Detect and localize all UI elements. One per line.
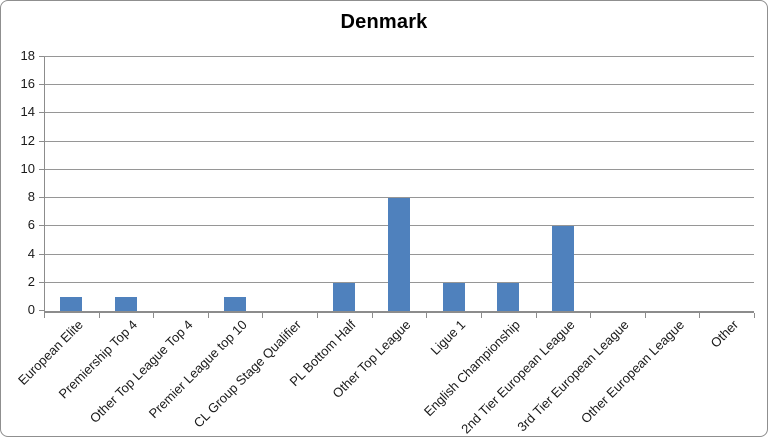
x-axis-tick	[44, 313, 45, 318]
bar	[388, 198, 410, 311]
x-axis-label: Other European League	[577, 317, 687, 427]
x-axis-tick	[644, 313, 646, 318]
x-axis-tick	[317, 313, 319, 318]
bar	[497, 282, 520, 311]
bar	[333, 282, 356, 311]
gridline	[44, 197, 754, 199]
x-axis-tick	[153, 313, 155, 318]
bar	[551, 226, 574, 311]
x-axis-tick	[371, 313, 373, 318]
y-axis-tick	[39, 253, 44, 255]
x-axis-label: 3rd Tier European League	[514, 317, 633, 435]
y-axis-line	[44, 57, 45, 311]
x-axis-tick	[754, 313, 755, 318]
y-axis-label: 6	[27, 217, 35, 233]
x-axis-tick	[426, 313, 428, 318]
x-axis-label: Premier League top 10	[145, 317, 250, 422]
y-axis-tick	[39, 140, 44, 142]
y-axis-label: 18	[20, 48, 35, 63]
gridline	[44, 112, 754, 114]
bar	[224, 296, 247, 311]
y-axis-label: 0	[27, 302, 35, 317]
y-axis-tick	[39, 281, 44, 283]
x-axis-tick	[699, 313, 701, 318]
x-axis-tick	[207, 313, 209, 318]
x-axis-label: Other	[707, 317, 742, 351]
bar	[114, 296, 137, 311]
y-axis-label: 12	[20, 132, 35, 148]
bar	[60, 296, 83, 311]
x-axis-tick	[480, 313, 482, 318]
y-axis-label: 10	[20, 160, 35, 176]
x-axis-tick	[590, 313, 592, 318]
y-axis-tick	[39, 310, 44, 311]
y-axis-tick	[39, 56, 44, 57]
y-axis-label: 14	[20, 104, 35, 120]
y-axis-label: 16	[20, 76, 35, 92]
chart-title: Denmark	[340, 11, 428, 33]
y-axis-tick	[39, 112, 44, 114]
x-axis-tick	[98, 313, 100, 318]
y-axis-tick	[39, 168, 44, 170]
x-axis-tick	[262, 313, 264, 318]
x-axis-line	[44, 311, 754, 313]
gridline	[44, 140, 754, 142]
y-axis-tick	[39, 84, 44, 86]
x-axis-label: Other Top League Top 4	[86, 317, 196, 426]
x-axis-label: Ligue 1	[427, 317, 469, 358]
y-axis-label: 2	[27, 273, 35, 289]
gridline	[44, 84, 754, 86]
x-axis-label: English Championship	[420, 317, 523, 420]
y-axis-tick	[39, 225, 44, 227]
bar	[442, 282, 465, 311]
x-axis-label: CL Group Stage Qualifier	[190, 317, 305, 431]
gridline	[44, 168, 754, 170]
gridline	[44, 56, 754, 57]
y-axis-label: 8	[27, 189, 35, 205]
x-axis-tick	[535, 313, 537, 318]
y-axis-label: 4	[27, 245, 35, 261]
y-axis-tick	[39, 197, 44, 199]
